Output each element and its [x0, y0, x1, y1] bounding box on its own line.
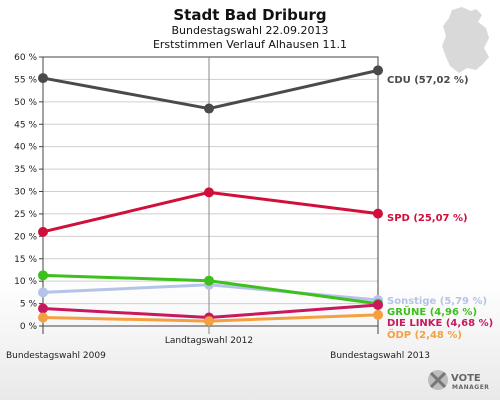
data-point: [38, 270, 48, 281]
series-line-spd: [42, 190, 379, 234]
series-end-label: DIE LINKE (4,68 %): [387, 318, 493, 329]
data-point: [204, 103, 214, 114]
data-point: [204, 187, 214, 198]
series-line-cdu: [42, 68, 379, 111]
series-end-label: SPD (25,07 %): [387, 213, 468, 224]
series-labels: CDU (57,02 %) SPD (25,07 %) Sonstige (5,79…: [387, 75, 493, 341]
chart-grid: [42, 56, 379, 327]
chart-series: [38, 65, 383, 327]
data-point: [373, 300, 383, 311]
x-tick-label: Bundestagswahl 2013: [330, 351, 430, 361]
y-tick-label: 5 %: [20, 300, 38, 310]
y-tick-label: 25 %: [14, 210, 37, 220]
y-tick-label: 35 %: [14, 165, 37, 175]
chart-subtitle-election: Bundestagswahl 22.09.2013: [172, 24, 329, 37]
y-tick-label: 40 %: [14, 143, 37, 153]
data-point: [204, 316, 214, 327]
y-tick-label: 45 %: [14, 120, 37, 130]
data-point: [373, 65, 383, 76]
y-tick-label: 50 %: [14, 98, 37, 108]
x-tick-label: Landtagswahl 2012: [165, 336, 253, 346]
series-end-label: ÖDP (2,48 %): [387, 327, 462, 341]
logo-vote-text: VOTE: [451, 373, 481, 384]
y-tick-label: 30 %: [14, 188, 37, 198]
data-point: [38, 73, 48, 84]
data-point: [38, 303, 48, 314]
data-point: [38, 312, 48, 323]
series-end-label: CDU (57,02 %): [387, 75, 469, 86]
data-point: [204, 275, 214, 286]
data-point: [38, 287, 48, 298]
y-tick-label: 15 %: [14, 255, 37, 265]
series-end-label: Sonstige (5,79 %): [387, 296, 487, 307]
chart-title: Stadt Bad Driburg: [173, 6, 326, 24]
y-tick-label: 60 %: [14, 53, 37, 63]
y-tick-label: 0 %: [20, 322, 38, 332]
y-tick-label: 55 %: [14, 75, 37, 85]
y-tick-label: 20 %: [14, 232, 37, 242]
checkmark-cross-icon: [428, 370, 448, 390]
votemanager-logo: VOTE MANAGER: [428, 370, 489, 391]
x-tick-label: Bundestagswahl 2009: [6, 351, 106, 361]
series-end-label: GRÜNE (4,96 %): [387, 304, 477, 318]
data-point: [373, 309, 383, 320]
y-axis: 0 % 5 % 10 % 15 % 20 % 25 % 30 % 35 % 40 % 45 % 50…: [14, 53, 43, 332]
data-point: [373, 208, 383, 219]
y-tick-label: 10 %: [14, 277, 37, 287]
data-point: [38, 226, 48, 237]
germany-map-icon: [442, 7, 489, 73]
chart-subtitle-district: Erststimmen Verlauf Alhausen 11.1: [153, 38, 347, 51]
logo-manager-text: MANAGER: [452, 384, 489, 391]
